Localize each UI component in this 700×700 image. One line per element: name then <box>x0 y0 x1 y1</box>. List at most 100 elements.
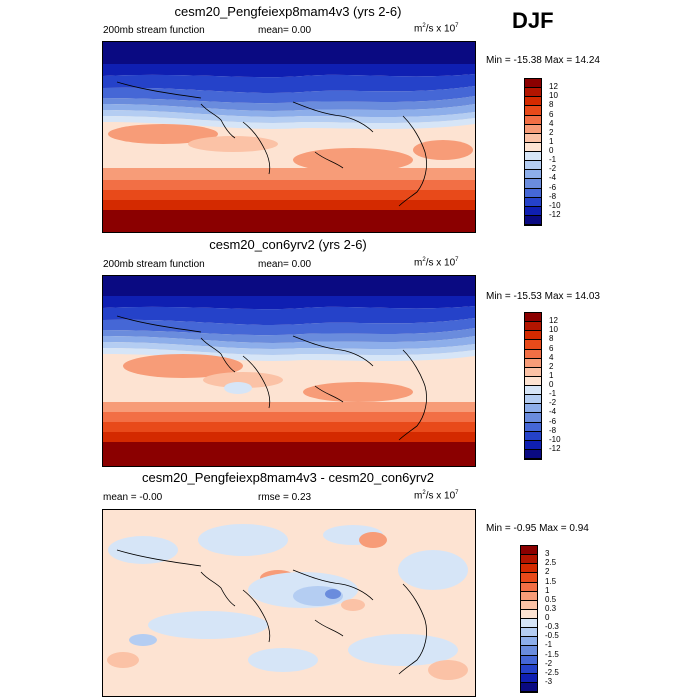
colorbar-tick-label: 0 <box>549 146 554 155</box>
colorbar-swatch <box>525 79 541 89</box>
colorbar-tick-label: 1.5 <box>545 576 557 586</box>
colorbar-tick-label: 6 <box>549 109 554 119</box>
season-label: DJF <box>512 8 554 33</box>
colorbar-tick-label: 2.5 <box>545 558 557 568</box>
colorbar-swatch <box>521 555 537 565</box>
colorbar-swatch <box>525 413 541 423</box>
colorbar-tick-label: -6 <box>549 182 557 192</box>
colorbar-tick-label: -2 <box>549 164 557 174</box>
colorbar-swatch <box>521 546 537 556</box>
colorbar-swatch <box>525 331 541 341</box>
panel-3-contour-field <box>103 510 475 696</box>
colorbar-tick-label: 1 <box>545 585 550 595</box>
colorbar-swatch <box>525 188 541 198</box>
colorbar-swatch <box>525 161 541 171</box>
colorbar-swatch <box>525 449 541 459</box>
colorbar-tick-label: -0.5 <box>545 631 559 641</box>
panel-2-title: cesm20_con6yrv2 (yrs 2-6) <box>209 237 367 252</box>
colorbar-tick-label: -10 <box>549 434 561 444</box>
colorbar-swatch <box>521 646 537 656</box>
colorbar-swatch <box>521 673 537 683</box>
colorbar-swatch <box>521 619 537 629</box>
panel-2-mean-label: mean= 0.00 <box>258 259 312 270</box>
colorbar-tick-label: 6 <box>549 343 554 353</box>
colorbar-swatch <box>525 367 541 377</box>
panel-1-colorbar <box>524 78 542 226</box>
colorbar-swatch <box>525 170 541 180</box>
colorbar-tick-label: 0 <box>545 613 550 622</box>
panel-3-map <box>102 509 476 697</box>
panel-1-mean-label: mean= 0.00 <box>258 25 312 36</box>
colorbar-swatch <box>525 142 541 152</box>
colorbar-tick-label: 2 <box>545 567 550 577</box>
colorbar-tick-label: -4 <box>549 173 557 183</box>
panel-1-minmax: Min = -15.38 Max = 14.24 <box>486 55 600 66</box>
colorbar-swatch <box>525 349 541 359</box>
colorbar-tick-label: 4 <box>549 118 554 128</box>
colorbar-tick-label: -1 <box>549 389 557 399</box>
panel-3-title: cesm20_Pengfeiexp8mam4v3 - cesm20_con6yr… <box>142 470 434 485</box>
colorbar-swatch <box>525 386 541 396</box>
colorbar-swatch <box>525 395 541 405</box>
colorbar-tick-label: 10 <box>549 91 558 101</box>
colorbar-swatch <box>525 322 541 332</box>
panel-3-colorbar <box>520 545 538 693</box>
colorbar-tick-label: -0.3 <box>545 622 559 632</box>
colorbar-swatch <box>525 358 541 368</box>
colorbar-swatch <box>525 97 541 107</box>
colorbar-swatch <box>525 124 541 134</box>
colorbar-swatch <box>521 664 537 674</box>
colorbar-tick-label: -8 <box>549 191 557 201</box>
colorbar-swatch <box>525 115 541 125</box>
panel-1-variable-label: 200mb stream function <box>103 25 205 36</box>
colorbar-swatch <box>525 206 541 216</box>
colorbar-tick-label: -12 <box>549 443 561 453</box>
panel-2-variable-label: 200mb stream function <box>103 259 205 270</box>
colorbar-tick-label: -10 <box>549 200 561 210</box>
colorbar-tick-label: 0.5 <box>545 594 557 604</box>
panel-3-mean-label: mean = -0.00 <box>103 492 163 503</box>
colorbar-swatch <box>521 564 537 574</box>
colorbar-tick-label: 8 <box>549 334 554 344</box>
colorbar-swatch <box>525 179 541 189</box>
colorbar-tick-label: 12 <box>549 82 558 92</box>
panel-2-map <box>102 275 476 467</box>
colorbar-tick-label: -6 <box>549 416 557 426</box>
colorbar-tick-label: -1 <box>549 155 557 165</box>
colorbar-swatch <box>525 422 541 432</box>
colorbar-tick-label: 1 <box>549 370 554 380</box>
colorbar-tick-label: -3 <box>545 676 553 686</box>
colorbar-swatch <box>521 609 537 619</box>
colorbar-swatch <box>525 404 541 414</box>
colorbar-tick-label: 1 <box>549 136 554 146</box>
colorbar-swatch <box>525 88 541 98</box>
panel-3-rmse-label: rmse = 0.23 <box>258 492 312 503</box>
colorbar-swatch <box>521 637 537 647</box>
colorbar-swatch <box>525 197 541 207</box>
colorbar-tick-label: 0.3 <box>545 603 557 613</box>
colorbar-swatch <box>521 682 537 692</box>
panel-2-colorbar <box>524 312 542 460</box>
colorbar-tick-label: 10 <box>549 325 558 335</box>
colorbar-swatch <box>525 152 541 162</box>
colorbar-tick-label: -2 <box>545 658 553 668</box>
colorbar-tick-label: 0 <box>549 380 554 389</box>
colorbar-swatch <box>521 573 537 583</box>
colorbar-tick-label: -2.5 <box>545 667 559 677</box>
colorbar-tick-label: -1 <box>545 640 553 650</box>
colorbar-swatch <box>521 591 537 601</box>
colorbar-tick-label: 2 <box>549 361 554 371</box>
colorbar-swatch <box>525 440 541 450</box>
colorbar-swatch <box>521 628 537 638</box>
colorbar-swatch <box>521 655 537 665</box>
panel-3-units: m2/s x 107 <box>414 490 459 502</box>
colorbar-tick-label: 4 <box>549 352 554 362</box>
colorbar-tick-label: -12 <box>549 209 561 219</box>
colorbar-swatch <box>525 376 541 386</box>
panel-1-map <box>102 41 476 233</box>
panel-1-contour-field <box>103 42 475 232</box>
colorbar-tick-label: 8 <box>549 100 554 110</box>
colorbar-swatch <box>521 600 537 610</box>
colorbar-tick-label: -1.5 <box>545 649 559 659</box>
panel-1-title: cesm20_Pengfeiexp8mam4v3 (yrs 2-6) <box>174 4 402 19</box>
